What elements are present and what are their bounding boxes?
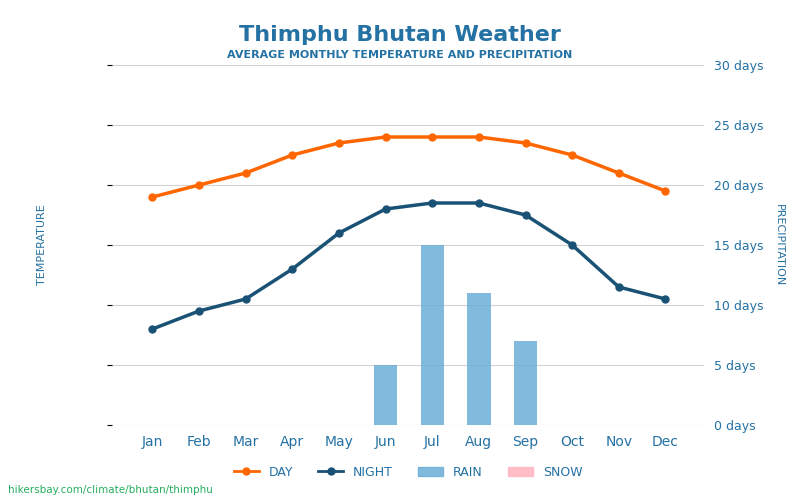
DAY (287, 152, 297, 158)
Bar (327, 425, 350, 500)
Bar (141, 425, 164, 500)
NIGHT (661, 296, 670, 302)
Bar (561, 425, 584, 500)
NIGHT (241, 296, 250, 302)
Bar (514, 341, 537, 425)
DAY (567, 152, 577, 158)
Bar (467, 293, 490, 425)
Bar (234, 425, 258, 500)
NIGHT (567, 242, 577, 248)
DAY (381, 134, 390, 140)
Y-axis label: PRECIPITATION: PRECIPITATION (774, 204, 784, 286)
Bar (466, 425, 476, 500)
Y-axis label: TEMPERATURE: TEMPERATURE (37, 204, 46, 286)
Bar (186, 425, 196, 500)
NIGHT (474, 200, 484, 206)
NIGHT (521, 212, 530, 218)
NIGHT (614, 284, 623, 290)
Bar (232, 425, 242, 500)
Bar (374, 365, 398, 425)
Bar (281, 425, 304, 500)
Bar (279, 425, 289, 500)
DAY (334, 140, 344, 146)
Bar (607, 425, 630, 500)
Bar (418, 425, 429, 500)
NIGHT (427, 200, 437, 206)
DAY (427, 134, 437, 140)
NIGHT (381, 206, 390, 212)
Bar (558, 425, 569, 500)
Bar (512, 425, 522, 500)
Bar (326, 425, 336, 500)
NIGHT (194, 308, 204, 314)
DAY (148, 194, 158, 200)
Text: hikersbay.com/climate/bhutan/thimphu: hikersbay.com/climate/bhutan/thimphu (8, 485, 213, 495)
DAY (194, 182, 204, 188)
NIGHT (148, 326, 158, 332)
Line: NIGHT: NIGHT (149, 200, 669, 332)
Text: AVERAGE MONTHLY TEMPERATURE AND PRECIPITATION: AVERAGE MONTHLY TEMPERATURE AND PRECIPIT… (227, 50, 573, 60)
Line: DAY: DAY (149, 134, 669, 200)
Bar (654, 425, 677, 500)
Legend: DAY, NIGHT, RAIN, SNOW: DAY, NIGHT, RAIN, SNOW (229, 460, 587, 483)
NIGHT (287, 266, 297, 272)
Bar (652, 425, 662, 500)
DAY (661, 188, 670, 194)
DAY (614, 170, 623, 176)
Bar (606, 425, 615, 500)
DAY (474, 134, 484, 140)
Bar (187, 425, 210, 500)
DAY (521, 140, 530, 146)
Bar (421, 245, 444, 425)
Bar (139, 425, 149, 500)
DAY (241, 170, 250, 176)
Bar (372, 425, 382, 500)
NIGHT (334, 230, 344, 236)
Text: Thimphu Bhutan Weather: Thimphu Bhutan Weather (239, 25, 561, 45)
